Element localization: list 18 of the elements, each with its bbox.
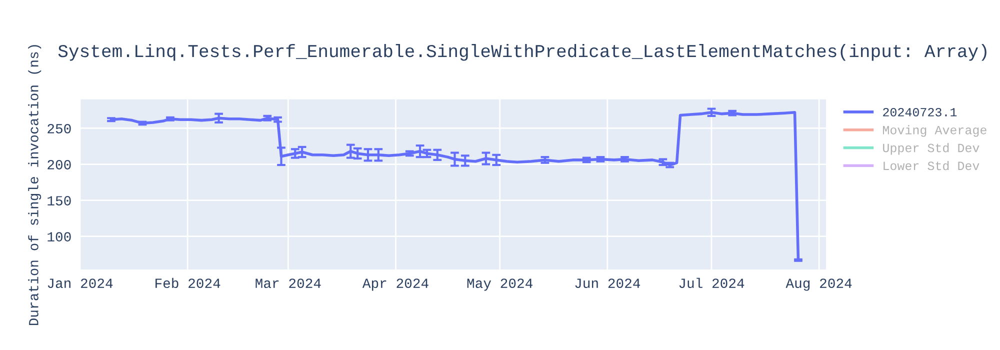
x-tick-label: Jun 2024: [575, 278, 640, 288]
x-tick-label: Mar 2024: [256, 278, 321, 288]
y-axis-title: Duration of single invocation (ns): [28, 45, 42, 326]
legend-label: Upper Std Dev: [883, 143, 980, 155]
y-tick-label: 100: [48, 232, 71, 242]
y-tick-label: 200: [48, 160, 71, 170]
x-tick-label: Apr 2024: [362, 278, 428, 291]
x-tick-label: Jul 2024: [679, 278, 744, 288]
y-tick-label: 250: [48, 124, 71, 134]
legend-label: Moving Average: [882, 125, 986, 137]
x-tick-label: May 2024: [467, 278, 532, 291]
x-tick-label: Feb 2024: [156, 278, 220, 288]
x-tick-label: Jan 2024: [48, 278, 113, 288]
legend-label: 20240723.1: [883, 108, 957, 116]
y-tick-label: 150: [48, 196, 71, 206]
legend-label: Lower Std Dev: [884, 160, 980, 170]
x-tick-label: Aug 2024: [786, 278, 852, 291]
chart-title: System.Linq.Tests.Perf_Enumerable.SingleWithPredicate_LastElementMatches(input: Array): [58, 44, 986, 61]
